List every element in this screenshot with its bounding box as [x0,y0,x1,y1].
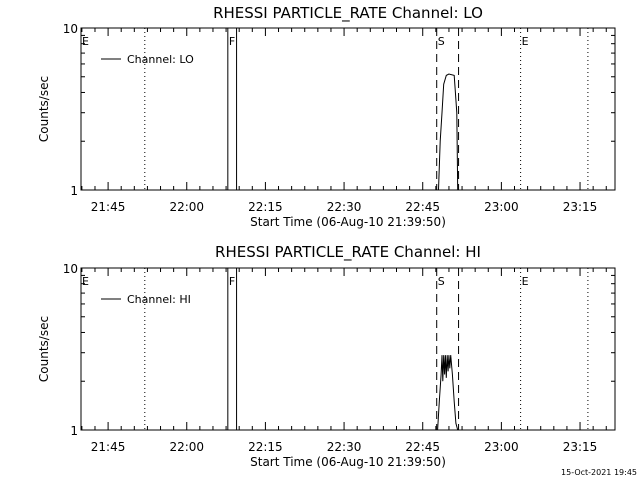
x-tick-label: 23:15 [563,200,598,214]
chart-panel-2: RHESSI PARTICLE_RATE Channel: HI Start Ti… [37,243,616,469]
chart-panels: RHESSI PARTICLE_RATE Channel: LO Start Ti… [37,4,616,469]
x-tick-label: 22:45 [405,200,440,214]
event-marker-label: F [229,35,235,48]
x-tick-label: 23:15 [563,440,598,454]
x-tick-label: 22:00 [169,200,204,214]
footer-timestamp: 15-Oct-2021 19:45 [561,468,637,477]
x-tick-label: 21:45 [91,200,126,214]
x-tick-label: 23:00 [484,440,519,454]
y-tick-label: 10 [63,262,78,276]
series-line [437,355,459,431]
y-tick-label: 1 [70,184,78,198]
x-tick-label: 22:00 [169,440,204,454]
event-marker-label: E [522,275,529,288]
event-marker-label: F [229,275,235,288]
x-axis-label: Start Time (06-Aug-10 21:39:50) [250,215,446,229]
x-tick-label: 22:45 [405,440,440,454]
y-tick-label: 10 [63,22,78,36]
y-axis-label: Counts/sec [37,316,51,382]
chart-title: RHESSI PARTICLE_RATE Channel: HI [215,243,481,262]
legend-entry: Channel: HI [127,293,191,306]
x-tick-label: 21:45 [91,440,126,454]
series-line [438,73,459,191]
event-marker-label: S [438,275,445,288]
x-tick-label: 22:15 [248,440,283,454]
x-axis-label: Start Time (06-Aug-10 21:39:50) [250,455,446,469]
x-tick-label: 22:15 [248,200,283,214]
chart-title: RHESSI PARTICLE_RATE Channel: LO [213,4,483,23]
x-tick-label: 22:30 [327,200,362,214]
event-marker-label: E [82,275,89,288]
y-axis-label: Counts/sec [37,76,51,142]
x-tick-label: 22:30 [327,440,362,454]
chart-panel-1: RHESSI PARTICLE_RATE Channel: LO Start Ti… [37,4,616,229]
event-marker-label: S [438,35,445,48]
x-tick-label: 23:00 [484,200,519,214]
legend-entry: Channel: LO [127,53,194,66]
event-marker-label: E [522,35,529,48]
y-tick-label: 1 [70,424,78,438]
event-marker-label: E [82,35,89,48]
